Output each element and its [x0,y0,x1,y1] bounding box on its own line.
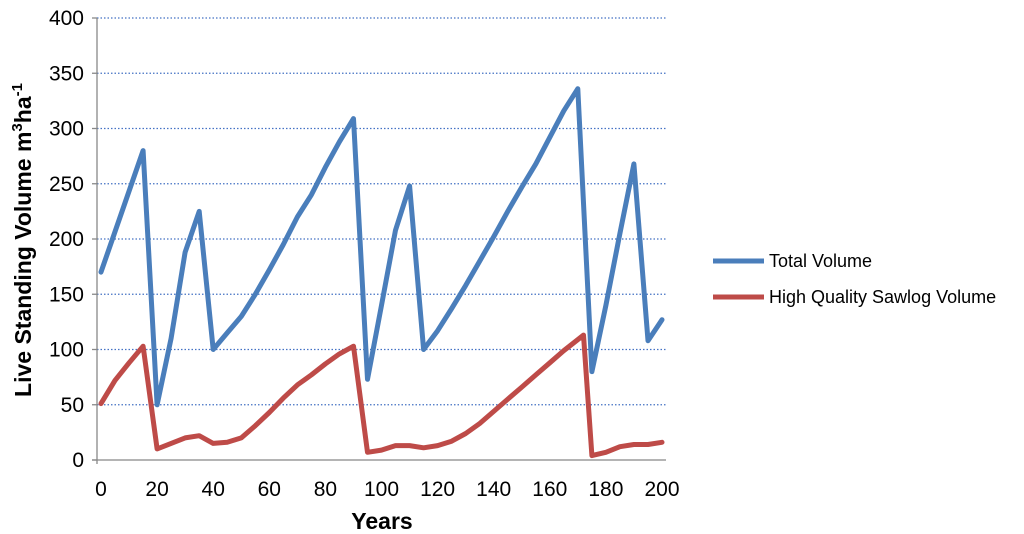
legend-label-sawlog-volume: High Quality Sawlog Volume [769,287,996,307]
x-tick-label-0: 0 [95,478,107,501]
x-tick-label-80: 80 [314,478,337,501]
series-line-sawlog-volume [98,332,665,459]
y-tick-label-150: 150 [49,283,84,306]
y-tick-label-250: 250 [49,173,84,196]
x-tick-label-180: 180 [588,478,623,501]
x-tick-label-200: 200 [644,478,679,501]
gridlines [97,17,666,406]
x-tick-label-140: 140 [476,478,511,501]
y-axis-title-sup2: -1 [9,83,26,96]
x-tick-label-40: 40 [202,478,225,501]
y-axis-title: Live Standing Volume m3ha-1 [9,83,36,397]
y-tick-label-200: 200 [49,228,84,251]
x-tick-label-20: 20 [145,478,168,501]
legend-label-total-volume: Total Volume [769,251,872,271]
axes [92,17,666,464]
y-axis-title-mid: ha [10,96,36,123]
y-tick-label-100: 100 [49,339,84,362]
y-tick-label-400: 400 [49,7,84,30]
x-tick-label-120: 120 [420,478,455,501]
y-tick-label-300: 300 [49,118,84,141]
tick-labels: 0 50 100 150 200 250 300 350 400 0 20 40 60 80 100 120 1… [49,7,680,501]
series-line-total-volume [98,86,665,408]
y-axis-title-main: Live Standing Volume m [10,132,36,397]
x-axis-title: Years [351,508,412,534]
legend: Total Volume High Quality Sawlog Volume [713,251,996,307]
y-tick-label-50: 50 [61,394,84,417]
x-tick-label-100: 100 [364,478,399,501]
x-tick-label-160: 160 [532,478,567,501]
y-tick-label-0: 0 [72,449,84,472]
x-tick-label-60: 60 [258,478,281,501]
y-axis-title-sup1: 3 [9,123,26,131]
y-tick-label-350: 350 [49,62,84,85]
series-lines [98,86,665,459]
